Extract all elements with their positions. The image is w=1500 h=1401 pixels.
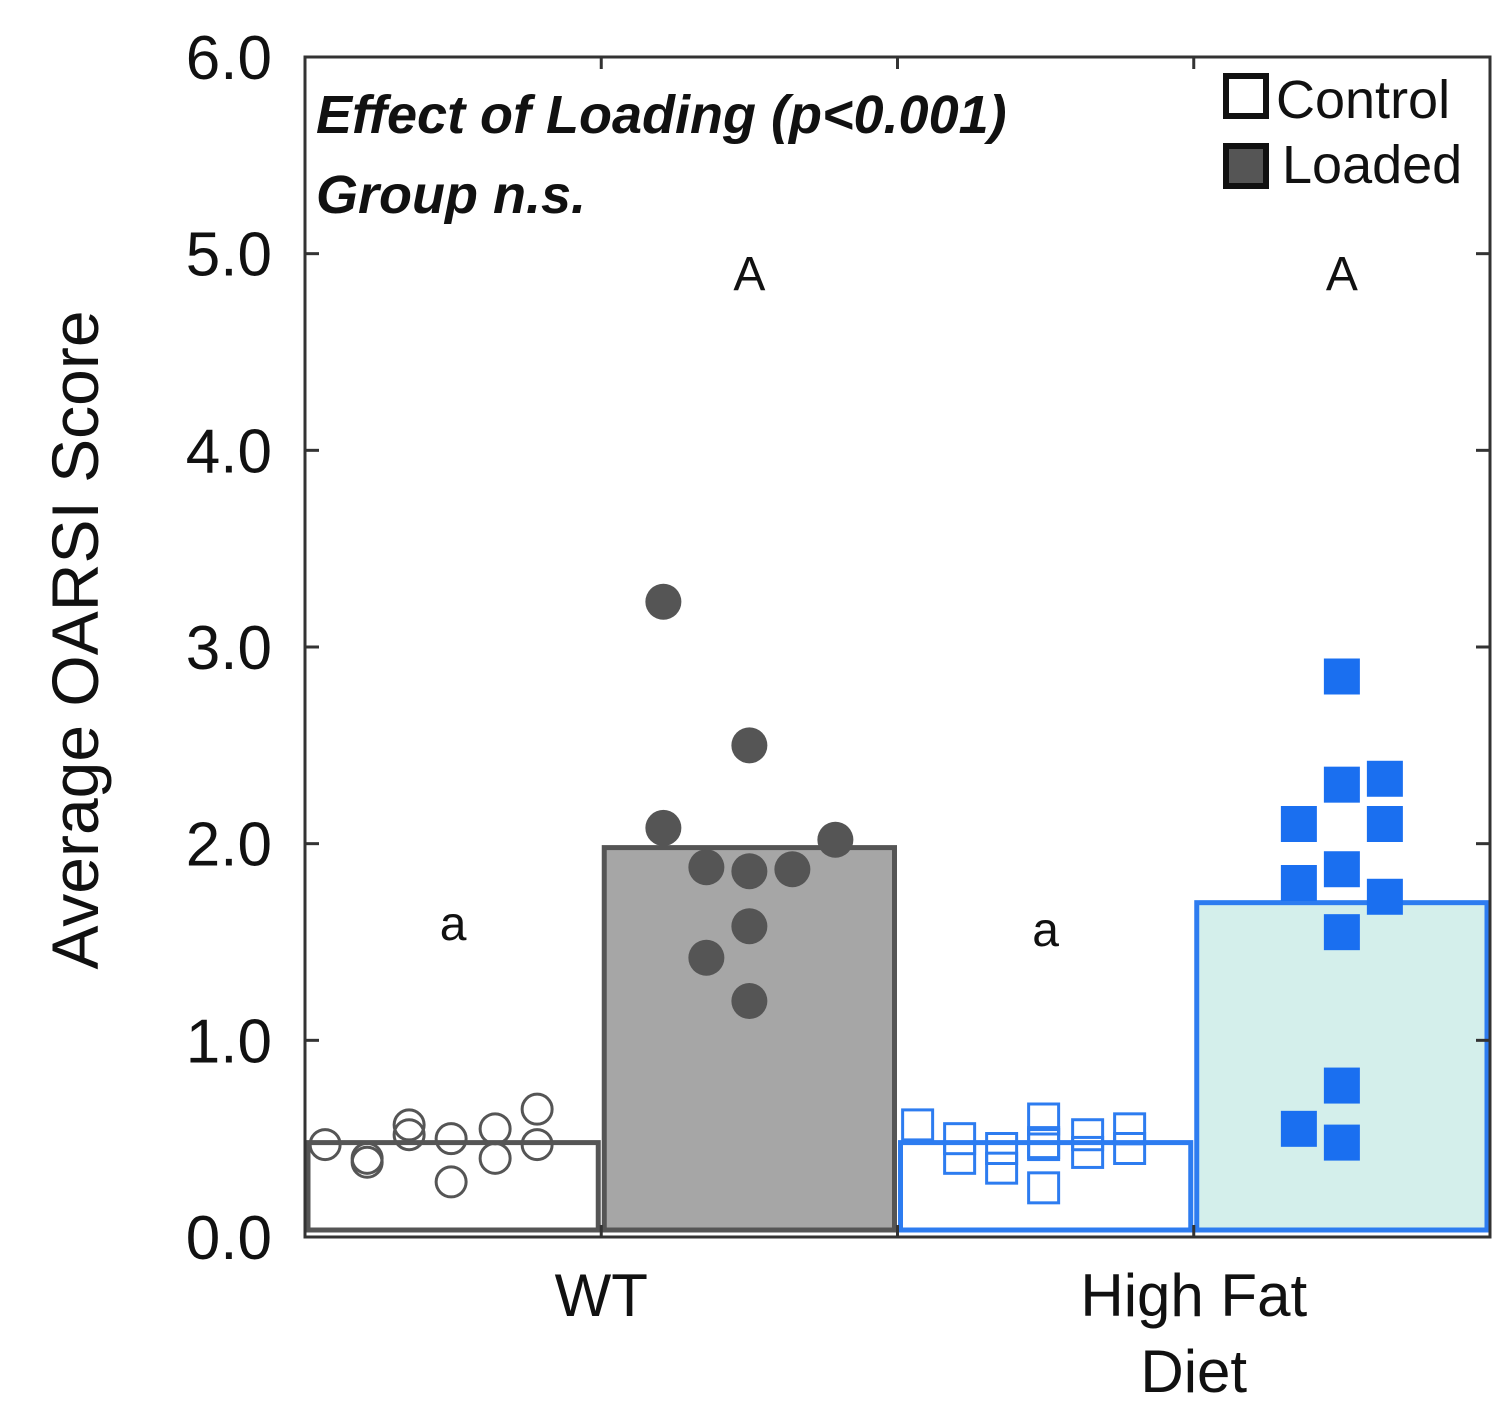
sig-letter-3: A xyxy=(1326,248,1358,301)
point-0-3 xyxy=(392,1108,426,1142)
point-1-4 xyxy=(688,939,725,976)
annotation-loading: Effect of Loading (p<0.001) xyxy=(316,85,1007,145)
point-1-3 xyxy=(688,849,725,886)
point-3-10 xyxy=(1366,806,1403,842)
y-tick-label-6: 6.0 xyxy=(186,24,272,93)
point-3-5 xyxy=(1323,851,1360,888)
point-0-10 xyxy=(520,1092,554,1126)
point-1-2 xyxy=(645,809,682,846)
point-3-4 xyxy=(1323,766,1360,803)
x-category-label-0-0: WT xyxy=(555,1262,648,1329)
y-axis-title: Average OARSI Score xyxy=(38,310,112,969)
y-tick-label-1: 1.0 xyxy=(186,1007,272,1076)
x-category-label-1-1: Diet xyxy=(1140,1338,1247,1401)
legend-swatch-control xyxy=(1223,73,1269,119)
x-category-label-1-0: High Fat xyxy=(1080,1262,1307,1329)
sig-letter-1: A xyxy=(733,248,765,301)
point-0-2 xyxy=(350,1141,384,1175)
point-1-0 xyxy=(645,583,682,620)
point-2-9 xyxy=(1071,1118,1105,1152)
bar-0 xyxy=(305,1140,601,1233)
point-2-8 xyxy=(1027,1171,1061,1205)
point-0-5 xyxy=(434,1122,468,1156)
point-0-8 xyxy=(478,1112,512,1146)
point-2-10 xyxy=(1071,1135,1105,1169)
legend: Control Loaded xyxy=(1223,70,1462,195)
y-tick-label-2: 2.0 xyxy=(186,811,272,880)
point-3-1 xyxy=(1280,865,1317,901)
point-2-11 xyxy=(1113,1112,1147,1146)
point-2-2 xyxy=(943,1141,977,1175)
point-2-7 xyxy=(1027,1126,1061,1160)
point-3-6 xyxy=(1323,914,1360,951)
y-tick-label-5: 5.0 xyxy=(186,221,272,290)
point-2-0 xyxy=(901,1108,935,1142)
y-tick-label-3: 3.0 xyxy=(186,614,272,683)
point-3-3 xyxy=(1323,658,1360,695)
point-0-6 xyxy=(392,1118,426,1152)
point-3-2 xyxy=(1280,1110,1317,1147)
point-3-0 xyxy=(1280,806,1317,842)
point-1-8 xyxy=(774,851,811,888)
point-0-9 xyxy=(520,1128,554,1162)
point-2-1 xyxy=(943,1122,977,1156)
legend-label-loaded: Loaded xyxy=(1282,135,1462,195)
sig-letter-2: a xyxy=(1032,904,1059,957)
point-3-11 xyxy=(1366,878,1403,915)
bar-1 xyxy=(601,845,897,1233)
point-1-7 xyxy=(731,983,768,1019)
point-2-3 xyxy=(985,1132,1019,1165)
point-1-5 xyxy=(731,853,768,890)
y-tick-label-0: 0.0 xyxy=(186,1204,272,1273)
annotation-group: Group n.s. xyxy=(316,165,586,225)
point-3-7 xyxy=(1323,1067,1360,1104)
point-0-4 xyxy=(434,1165,468,1199)
legend-swatch-loaded xyxy=(1223,143,1269,189)
point-3-9 xyxy=(1366,760,1403,797)
sig-letter-0: a xyxy=(440,898,467,951)
point-1-6 xyxy=(731,908,768,945)
point-3-8 xyxy=(1323,1124,1360,1161)
point-1-1 xyxy=(731,727,768,764)
point-2-6 xyxy=(1027,1102,1061,1136)
y-tick-label-4: 4.0 xyxy=(186,417,272,486)
bar-3 xyxy=(1194,900,1490,1233)
point-2-12 xyxy=(1113,1132,1147,1165)
legend-label-control: Control xyxy=(1276,70,1450,130)
point-2-4 xyxy=(985,1151,1019,1185)
point-1-9 xyxy=(817,821,854,858)
point-0-0 xyxy=(308,1128,342,1162)
